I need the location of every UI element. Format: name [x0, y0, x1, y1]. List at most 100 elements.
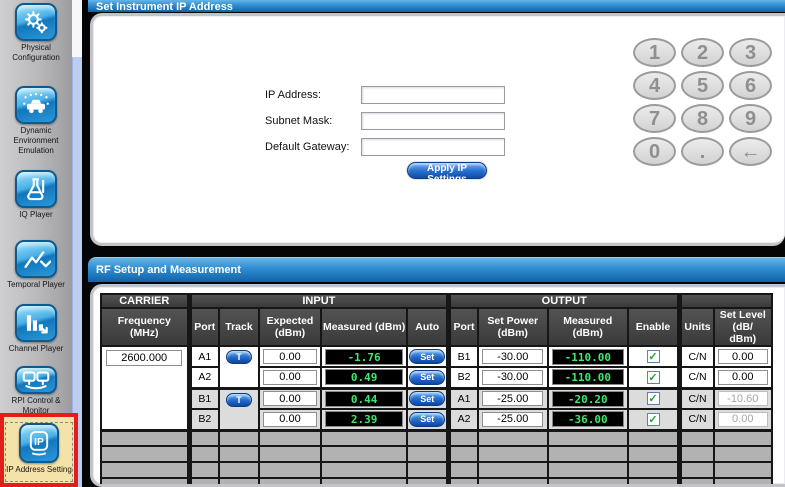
output-measured-display: -36.00 [551, 411, 624, 428]
sidebar-item-channel-player[interactable]: Channel Player [0, 304, 72, 354]
set-power-cell [476, 386, 549, 410]
expected-input[interactable] [263, 369, 317, 385]
keypad-7-button[interactable]: 7 [633, 104, 676, 133]
ip-panel: IP Address: Subnet Mask: Default Gateway… [90, 13, 785, 246]
sidebar-item-label: IP Address Setting [6, 465, 72, 474]
ip-address-label: IP Address: [265, 89, 322, 101]
keypad-dot-button[interactable]: . [681, 137, 724, 166]
set-button[interactable]: Set [409, 411, 446, 427]
enable-checkbox[interactable]: ✓ [646, 392, 660, 406]
group-header-input: INPUT [186, 293, 450, 309]
flask-icon [15, 170, 57, 208]
output-measured-display: -110.00 [551, 348, 624, 365]
keypad-5-button[interactable]: 5 [681, 71, 724, 100]
keypad-2-button[interactable]: 2 [681, 38, 724, 67]
output-measured-cell: -110.00 [546, 345, 629, 368]
set-button[interactable]: Set [409, 349, 446, 364]
set-level-input[interactable] [717, 391, 768, 407]
sidebar-item-temporal-player[interactable]: Temporal Player [0, 240, 72, 290]
track-cell: T [218, 386, 260, 431]
sidebar-item-iq-player[interactable]: IQ Player [0, 170, 72, 220]
keypad-1-button[interactable]: 1 [633, 38, 676, 67]
input-port-cell: B1 [186, 386, 220, 410]
ip-icon: IP [19, 423, 59, 463]
set-level-input[interactable] [717, 369, 768, 385]
sidebar-item-label: Physical Configuration [12, 43, 60, 62]
default-gateway-input[interactable] [361, 138, 505, 156]
output-port-cell: A1 [446, 386, 479, 410]
measured-display: 2.39 [325, 411, 404, 428]
sidebar-item-dynamic-environment[interactable]: Dynamic Environment Emulation [0, 86, 72, 156]
line-chart-icon [15, 240, 57, 278]
frequency-cell [100, 345, 190, 431]
sidebar-item-label: Temporal Player [7, 280, 65, 289]
set-level-cell [712, 386, 773, 410]
set-level-cell [712, 345, 773, 368]
set-level-input[interactable] [717, 411, 768, 427]
subnet-mask-row: Subnet Mask: [265, 112, 505, 130]
measured-cell: -1.76 [319, 345, 409, 368]
group-header-output: OUTPUT [446, 293, 681, 309]
sidebar-scrollbar[interactable] [72, 0, 82, 487]
ip-address-input[interactable] [361, 86, 505, 104]
set-button[interactable]: Set [409, 391, 446, 407]
units-cell: C/N [677, 366, 715, 389]
col-header-set-level: Set Level (dB/dBm) [712, 307, 773, 347]
sidebar-scrollbar-thumb[interactable] [72, 57, 82, 487]
set-button[interactable]: Set [409, 369, 446, 385]
col-header-port: Port [186, 307, 220, 347]
keypad-backspace-button[interactable]: ← [729, 137, 772, 166]
keypad-8-button[interactable]: 8 [681, 104, 724, 133]
set-level-cell [712, 366, 773, 389]
col-header-units: Units [677, 307, 715, 347]
monitors-icon [15, 366, 57, 394]
subnet-mask-input[interactable] [361, 112, 505, 130]
sidebar-item-rpi-control[interactable]: RPI Control & Monitor [0, 366, 72, 416]
keypad-3-button[interactable]: 3 [729, 38, 772, 67]
set-power-input[interactable] [482, 369, 544, 385]
col-header-track: Track [218, 307, 260, 347]
expected-cell [258, 408, 322, 431]
measured-display: -1.76 [325, 348, 404, 365]
keypad-4-button[interactable]: 4 [633, 71, 676, 100]
set-power-input[interactable] [482, 411, 544, 427]
enable-checkbox[interactable]: ✓ [646, 412, 660, 426]
keypad-9-button[interactable]: 9 [729, 104, 772, 133]
apply-ip-settings-button[interactable]: Apply IP Settings [407, 162, 487, 185]
expected-cell [258, 366, 322, 389]
bar-chart-icon [15, 304, 57, 342]
enable-checkbox[interactable]: ✓ [646, 350, 660, 363]
sidebar-item-physical-configuration[interactable]: Physical Configuration [0, 3, 72, 63]
sidebar-item-label: Channel Player [8, 344, 64, 353]
measured-cell: 0.44 [319, 386, 409, 410]
expected-cell [258, 345, 322, 368]
set-power-input[interactable] [482, 349, 544, 364]
expected-input[interactable] [263, 391, 317, 407]
auto-cell: Set [406, 366, 450, 389]
sidebar-item-label: Dynamic Environment Emulation [13, 126, 59, 155]
keypad-0-button[interactable]: 0 [633, 137, 676, 166]
track-button[interactable]: T [226, 392, 252, 407]
col-header-out-measured: Measured (dBm) [546, 307, 629, 347]
output-port-cell: B1 [446, 345, 479, 368]
input-port-cell: A2 [186, 366, 220, 389]
set-power-input[interactable] [482, 391, 544, 407]
track-button[interactable]: T [226, 350, 252, 364]
expected-input[interactable] [263, 349, 317, 364]
table-row-empty [100, 477, 773, 484]
enable-checkbox[interactable]: ✓ [646, 370, 660, 384]
measured-display: 0.49 [325, 369, 404, 386]
ip-panel-titlebar: Set Instrument IP Address [88, 0, 785, 12]
input-port-cell: B2 [186, 408, 220, 431]
auto-cell: Set [406, 345, 450, 368]
expected-input[interactable] [263, 411, 317, 427]
col-header-auto: Auto [406, 307, 450, 347]
set-level-input[interactable] [717, 349, 768, 364]
set-power-cell [476, 366, 549, 389]
frequency-input[interactable] [106, 350, 183, 366]
sidebar-item-ip-address-setting[interactable]: IP IP Address Setting [0, 413, 78, 487]
enable-cell: ✓ [626, 366, 681, 389]
group-header-levels [677, 293, 773, 309]
keypad-6-button[interactable]: 6 [729, 71, 772, 100]
units-cell: C/N [677, 345, 715, 368]
